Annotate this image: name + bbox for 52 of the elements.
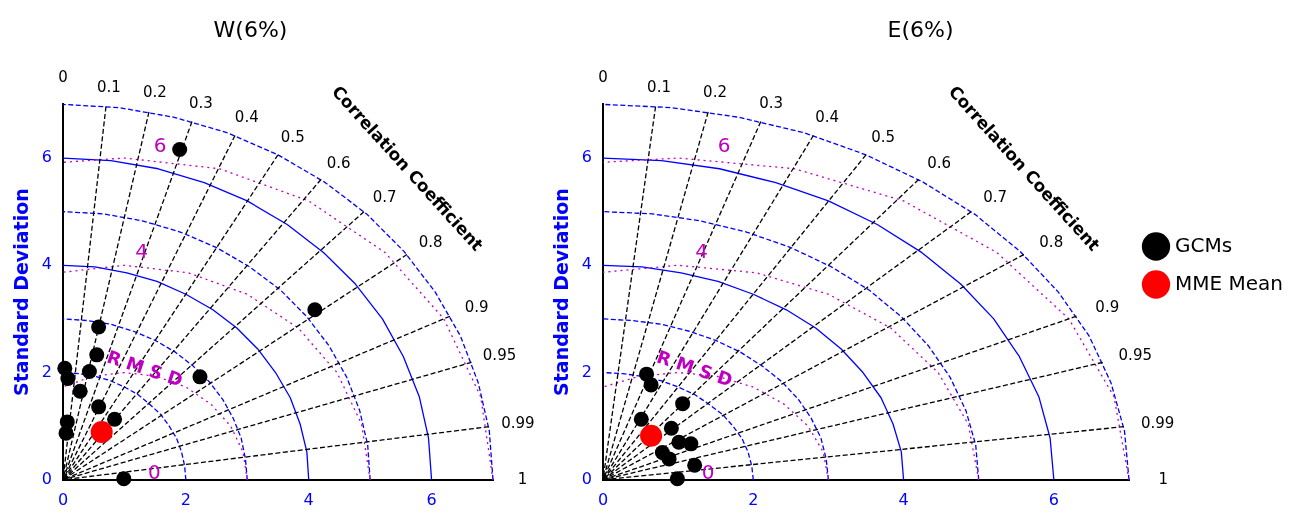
annotation: 4 [135,239,149,264]
y-tick-label: 6 [581,147,592,167]
text: 0.1 [97,77,121,96]
annotation: 4 [695,239,708,264]
y-axis-title: Standard Deviation [10,188,33,396]
annotation: 0.6 [927,154,952,173]
text: 0.1 [647,77,671,96]
annotation: 0.7 [983,188,1008,207]
x-tick-label: 4 [898,489,909,509]
y-tick-label: 0 [581,468,592,488]
y-tick-label: 0 [41,468,52,488]
annotation: 6 [153,132,167,157]
annotation: 0.5 [280,128,305,147]
annotation: 0.3 [759,93,783,112]
annotation: 0 [148,460,161,484]
y-tick-label: 6 [41,147,52,167]
text: 0.99 [1140,413,1175,432]
x-tick-label: 2 [748,489,759,509]
annotation: 0.9 [464,297,489,316]
y-tick-label: 2 [41,361,52,381]
text: 0.2 [703,83,727,102]
annotation: R M S D [104,345,186,391]
annotation: 0.5 [871,128,896,147]
x-tick-label: 6 [426,489,437,509]
annotation: 6 [717,132,731,157]
x-tick-label: 4 [303,489,314,509]
y-tick-label: 2 [581,361,592,381]
annotation: 0.95 [482,346,517,365]
text: 0 [58,67,68,86]
y-tick-label: 4 [41,254,52,274]
annotation: 0.3 [188,93,213,112]
annotation: 0.95 [1118,346,1152,365]
x-tick-label: 6 [1048,489,1059,509]
text: 1 [517,469,528,488]
legend-label: MME Mean [1175,270,1283,295]
annotation: 0.4 [234,108,259,127]
text: 0.2 [142,83,167,102]
annotation: R M S D [654,345,736,391]
y-axis-title: Standard Deviation [550,188,573,396]
x-tick-label: 0 [57,489,69,509]
annotation: 0.4 [815,108,840,127]
x-tick-label: 0 [597,489,609,509]
y-tick-label: 4 [581,254,592,274]
text: 0 [598,67,608,86]
x-tick-label: 2 [180,489,191,509]
chart-title: E(6%) [887,16,954,42]
annotation: 0.9 [1095,297,1120,316]
chart-title: W(6%) [213,16,288,42]
text: 0.99 [501,413,535,432]
legend-label: GCMs [1175,232,1233,257]
annotation: 0.7 [372,188,397,207]
text: 1 [1158,469,1169,488]
